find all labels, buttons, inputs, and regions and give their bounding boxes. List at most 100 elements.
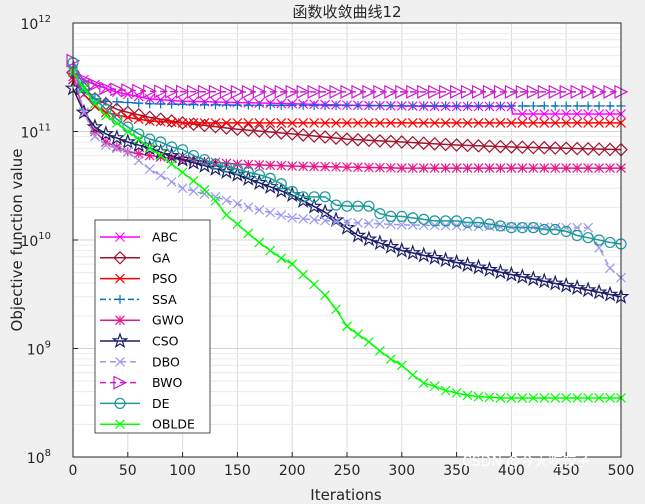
marker-star bbox=[111, 141, 122, 152]
marker-circle bbox=[461, 216, 474, 229]
marker-plus bbox=[123, 98, 133, 108]
series-marker bbox=[408, 101, 418, 111]
series-marker bbox=[570, 84, 585, 99]
marker-x bbox=[572, 117, 583, 128]
series-marker bbox=[504, 84, 519, 99]
marker-plus bbox=[495, 101, 505, 111]
series-marker bbox=[320, 161, 331, 172]
legend-label: DE bbox=[152, 396, 170, 411]
series-marker bbox=[516, 222, 528, 234]
marker-triangle bbox=[219, 84, 234, 99]
series-marker bbox=[115, 419, 125, 430]
marker-star bbox=[517, 163, 528, 174]
marker-plus bbox=[309, 100, 319, 110]
series-marker bbox=[382, 237, 400, 254]
series-line bbox=[72, 60, 621, 93]
marker-diamond bbox=[427, 136, 442, 151]
marker-x bbox=[331, 117, 341, 128]
series-marker bbox=[482, 84, 497, 99]
series-marker bbox=[396, 219, 407, 230]
series-marker bbox=[331, 216, 341, 227]
marker-x bbox=[100, 110, 111, 121]
series-marker bbox=[99, 81, 114, 96]
series-marker bbox=[363, 117, 374, 128]
marker-circle bbox=[549, 223, 561, 236]
marker-x bbox=[188, 176, 199, 186]
series-marker bbox=[594, 101, 604, 111]
series-marker bbox=[131, 108, 146, 122]
marker-x bbox=[594, 117, 605, 128]
series-marker bbox=[603, 84, 618, 99]
series-marker bbox=[177, 144, 189, 156]
series-marker bbox=[177, 183, 188, 194]
series-marker bbox=[341, 200, 353, 212]
marker-x bbox=[374, 117, 385, 128]
marker-diamond bbox=[526, 140, 541, 155]
series-marker bbox=[167, 99, 177, 109]
series-marker bbox=[572, 101, 582, 111]
marker-x bbox=[122, 126, 133, 137]
series-marker bbox=[254, 205, 265, 215]
series-marker bbox=[385, 219, 396, 230]
marker-pentagram bbox=[382, 237, 400, 254]
series-marker bbox=[155, 170, 166, 181]
marker-x bbox=[243, 228, 254, 239]
series-marker bbox=[319, 191, 331, 203]
series-marker bbox=[353, 329, 363, 340]
series-marker bbox=[110, 82, 125, 97]
marker-triangle bbox=[537, 84, 552, 99]
series-marker bbox=[460, 84, 475, 99]
series-marker bbox=[309, 279, 320, 290]
marker-triangle bbox=[395, 84, 410, 99]
marker-x bbox=[276, 117, 287, 128]
series-marker bbox=[471, 84, 486, 99]
series-marker bbox=[438, 137, 453, 152]
series-marker bbox=[419, 101, 429, 111]
series-marker bbox=[396, 163, 407, 174]
marker-x bbox=[243, 202, 254, 213]
series-marker bbox=[483, 218, 496, 230]
marker-pentagram bbox=[470, 258, 487, 275]
series-marker bbox=[373, 134, 387, 148]
marker-pentagram bbox=[568, 278, 586, 295]
y-tick-label: 1012 bbox=[20, 14, 51, 33]
series-marker bbox=[133, 134, 144, 145]
series-oblde bbox=[68, 67, 626, 403]
marker-star bbox=[374, 162, 385, 173]
series-marker bbox=[571, 229, 583, 242]
marker-circle bbox=[319, 191, 331, 203]
series-marker bbox=[274, 84, 289, 99]
series-marker bbox=[363, 162, 374, 173]
series-marker bbox=[309, 117, 320, 128]
series-marker bbox=[97, 125, 115, 142]
marker-x bbox=[396, 360, 407, 371]
series-marker bbox=[473, 117, 484, 128]
marker-plus bbox=[583, 101, 593, 111]
marker-x bbox=[517, 109, 528, 119]
series-marker bbox=[383, 134, 398, 149]
series-marker bbox=[583, 222, 594, 233]
marker-star bbox=[155, 152, 166, 162]
marker-x bbox=[407, 117, 418, 128]
marker-star bbox=[243, 159, 254, 170]
marker-diamond bbox=[493, 139, 508, 154]
series-marker bbox=[263, 125, 278, 139]
marker-circle bbox=[198, 154, 211, 166]
marker-plus bbox=[528, 101, 538, 111]
series-marker bbox=[113, 375, 128, 390]
marker-pentagram bbox=[239, 169, 257, 186]
series-marker bbox=[506, 163, 517, 174]
marker-triangle bbox=[285, 84, 300, 99]
marker-star bbox=[287, 161, 298, 172]
marker-plus bbox=[167, 99, 177, 109]
series-marker bbox=[221, 210, 232, 220]
series-marker bbox=[232, 198, 243, 209]
series-marker bbox=[528, 101, 538, 111]
x-tick-label: 0 bbox=[69, 463, 78, 479]
marker-circle bbox=[114, 397, 126, 409]
marker-circle bbox=[429, 215, 441, 227]
series-marker bbox=[342, 162, 352, 173]
series-marker bbox=[210, 191, 221, 202]
series-marker bbox=[550, 101, 560, 111]
